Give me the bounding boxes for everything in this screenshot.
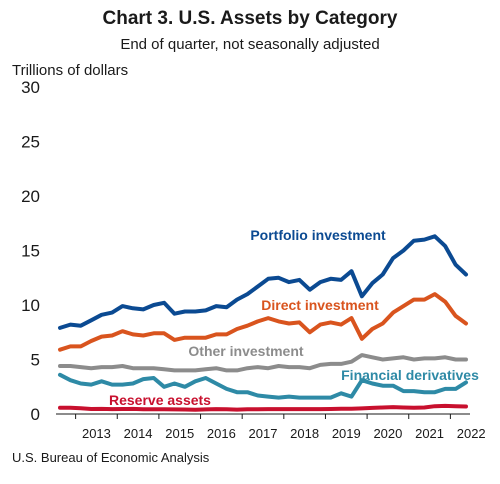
y-tick-label: 0 xyxy=(31,405,40,424)
series-label-financial-derivatives: Financial derivatives xyxy=(341,367,479,383)
series-label-direct-investment: Direct investment xyxy=(261,297,379,313)
x-tick-label: 2014 xyxy=(124,426,153,441)
y-tick-label: 5 xyxy=(31,351,40,370)
series-lines xyxy=(58,234,468,412)
x-tick-label: 2018 xyxy=(290,426,319,441)
x-tick-label: 2022 xyxy=(457,426,486,441)
series-label-reserve-assets: Reserve assets xyxy=(109,392,211,408)
y-tick-label: 30 xyxy=(21,78,40,97)
x-tick-label: 2020 xyxy=(373,426,402,441)
series-line-other-investment xyxy=(58,353,468,373)
series-line-financial-derivatives xyxy=(58,372,468,400)
series-line-direct-investment xyxy=(58,292,468,352)
x-tick-label: 2019 xyxy=(332,426,361,441)
y-tick-label: 15 xyxy=(21,242,40,261)
series-line-portfolio-investment xyxy=(58,234,468,330)
x-tick-label: 2021 xyxy=(415,426,444,441)
axes: 0 5 10 15 20 25 30 2013 2014 2015 2016 2017 2018 2019… xyxy=(21,78,486,441)
series-label-other-investment: Other investment xyxy=(188,343,303,359)
x-tick-label: 2013 xyxy=(82,426,111,441)
y-tick-label: 10 xyxy=(21,296,40,315)
source-note: U.S. Bureau of Economic Analysis xyxy=(12,450,210,465)
x-tick-label: 2016 xyxy=(207,426,236,441)
x-tick-label: 2017 xyxy=(249,426,278,441)
y-axis-label: Trillions of dollars xyxy=(12,62,129,79)
series-label-portfolio-investment: Portfolio investment xyxy=(250,227,386,243)
x-tick-label: 2015 xyxy=(165,426,194,441)
chart-subtitle: End of quarter, not seasonally adjusted xyxy=(120,36,380,53)
series-line-reserve-assets xyxy=(58,403,468,412)
y-tick-label: 20 xyxy=(21,187,40,206)
y-tick-label: 25 xyxy=(21,133,40,152)
chart-title: Chart 3. U.S. Assets by Category xyxy=(102,8,398,29)
series-labels: Portfolio investment Direct investment Oth… xyxy=(109,227,479,408)
